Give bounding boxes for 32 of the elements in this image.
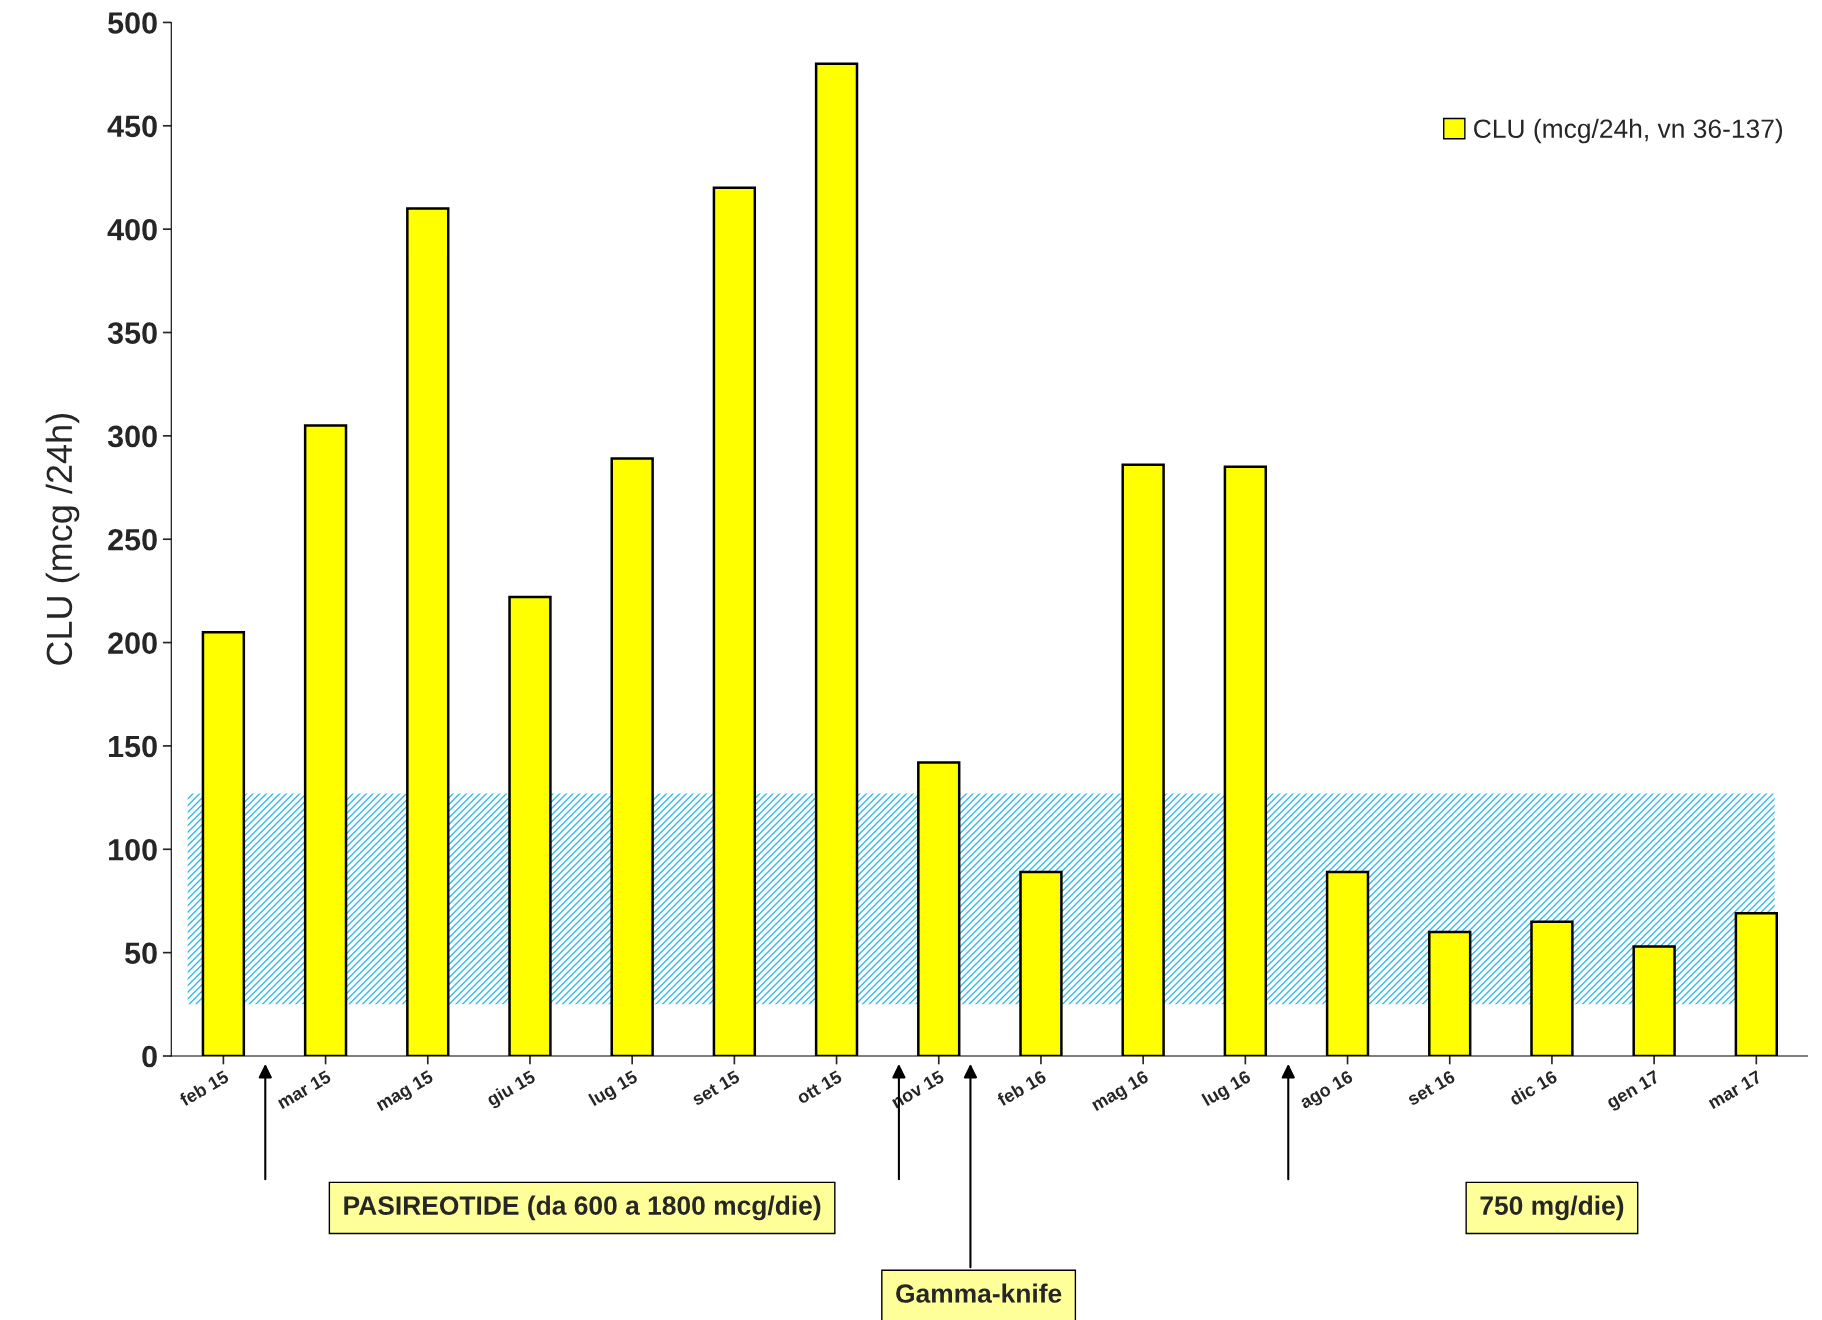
x-tick-label: dic 16 [1508, 1069, 1558, 1106]
x-tick-label: ott 15 [795, 1070, 843, 1105]
y-tick-label: 150 [109, 735, 157, 758]
y-tick-label: 200 [108, 632, 157, 654]
y-tick-label: 450 [107, 115, 157, 138]
x-tick-label: mar 15 [276, 1070, 332, 1110]
x-tick-label: feb 15 [178, 1069, 230, 1107]
x-tick-label: ago 16 [1298, 1069, 1356, 1113]
y-tick-label: 0 [142, 1045, 157, 1068]
y-tick-label: 400 [107, 218, 157, 241]
text: PASIREOTIDE (da 600 a 1800 mcg/die) [344, 1195, 821, 1221]
x-tick-label: mar 17 [1707, 1070, 1763, 1110]
y-axis-title: CLU (mcg /24h) [45, 414, 80, 665]
text: 750 mg/die) [1480, 1195, 1624, 1221]
y-tick-label: 250 [108, 528, 157, 551]
x-tick-label: set 15 [690, 1070, 741, 1106]
x-tick-label: feb 16 [996, 1069, 1048, 1107]
x-tick-label: lug 16 [1201, 1069, 1254, 1110]
x-tick-label: set 16 [1406, 1069, 1456, 1106]
y-tick-label: 500 [108, 12, 157, 34]
legend-label: CLU (mcg/24h, vn 36-137) [1474, 118, 1783, 144]
y-tick-label: 350 [107, 322, 157, 344]
x-tick-label: nov 15 [890, 1070, 945, 1109]
y-tick-label: 300 [107, 425, 157, 448]
y-tick-label: 50 [125, 942, 157, 965]
x-tick-label: giu 15 [485, 1069, 538, 1110]
x-tick-label: mag 15 [375, 1069, 436, 1115]
y-tick-label: 100 [109, 839, 157, 861]
x-tick-label: lug 15 [588, 1069, 641, 1110]
x-tick-label: mag 16 [1090, 1069, 1151, 1115]
text: Gamma-knife [896, 1283, 1062, 1303]
x-tick-label: gen 17 [1605, 1070, 1662, 1112]
